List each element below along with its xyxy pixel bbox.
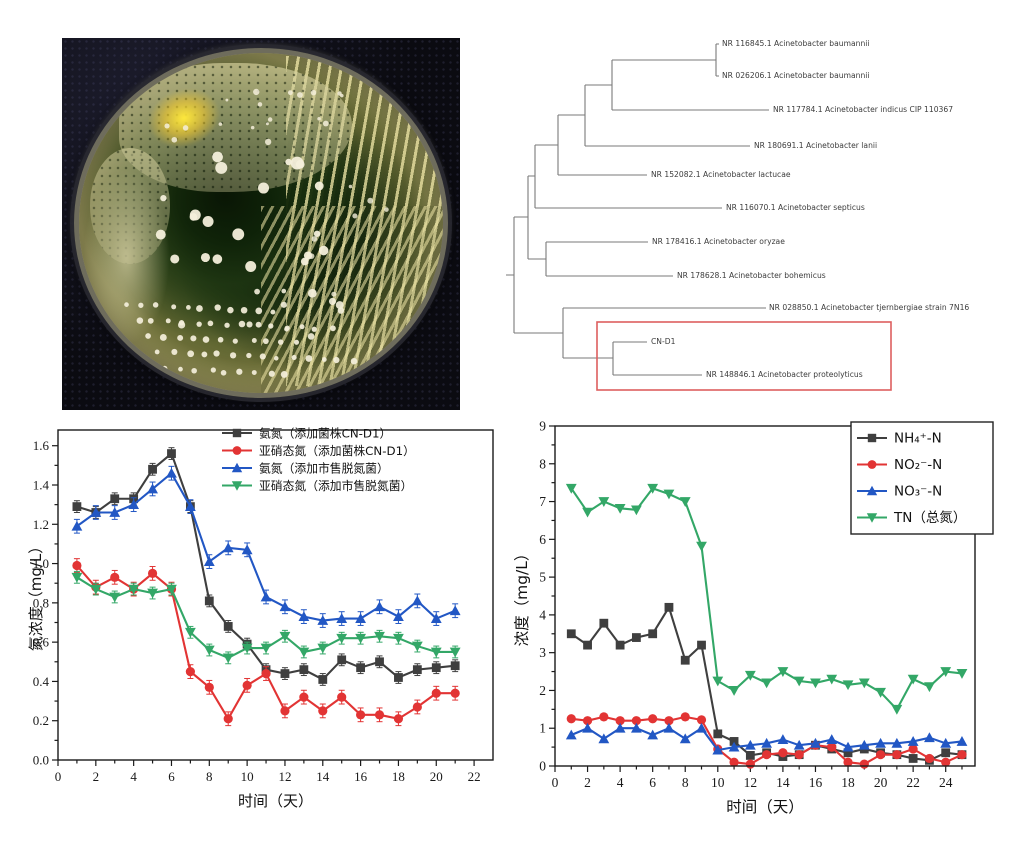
svg-text:10: 10 (241, 769, 254, 784)
svg-text:9: 9 (539, 419, 546, 434)
legend: 氨氮（添加菌株CN-D1） 亚硝态氮（添加菌株CN-D1） 氨氮（添加市售脱氮菌） 亚… (222, 427, 415, 493)
data-series (565, 722, 968, 755)
svg-text:1.0: 1.0 (33, 556, 49, 571)
svg-text:NO₂⁻-N: NO₂⁻-N (894, 457, 942, 473)
svg-text:14: 14 (316, 769, 330, 784)
svg-text:18: 18 (841, 775, 855, 790)
y-axis-label: 氮浓度（mg/L） (28, 539, 45, 652)
bacterial-colonies (124, 88, 389, 378)
tree-leaf-label: NR 178416.1 Acinetobacter oryzae (652, 237, 785, 246)
x-axis-label: 时间（天） (238, 792, 313, 810)
svg-text:12: 12 (744, 775, 758, 790)
svg-text:2: 2 (539, 683, 546, 698)
tree-leaf-label: NR 026206.1 Acinetobacter baumannii (722, 71, 870, 80)
nitrogen-chart-strains-comparison: 0 2 4 6 8 10 12 14 16 18 20 22 0.0 0.2 0.4 0.6 0.8 1.0 1.2… (27, 415, 498, 820)
svg-text:亚硝态氮（添加菌株CN-D1）: 亚硝态氮（添加菌株CN-D1） (259, 444, 415, 458)
legend: NH₄⁺-N NO₂⁻-N NO₃⁻-N TN（总氮） (850, 421, 994, 535)
pale-agar-patch (82, 168, 170, 346)
svg-text:24: 24 (939, 775, 953, 790)
svg-text:20: 20 (430, 769, 443, 784)
tick-labels: 0 2 4 6 8 10 12 14 16 18 20 22 0.0 0.2 0.4 0.6 0.8 1.0 1.2… (33, 438, 481, 784)
svg-text:TN（总氮）: TN（总氮） (893, 510, 966, 526)
svg-text:2: 2 (584, 775, 591, 790)
svg-text:0: 0 (539, 759, 546, 774)
svg-text:0.6: 0.6 (33, 635, 50, 650)
plot-frame (57, 429, 494, 761)
svg-text:4: 4 (130, 769, 137, 784)
highlight-box (596, 321, 892, 391)
tree-leaf-label: NR 117784.1 Acinetobacter indicus CIP 11… (773, 105, 953, 114)
nitrogen-species-chart: 0 2 4 6 8 10 12 14 16 18 20 22 24 0 1 2 3 4 5 6 7 8 9 时间（天） 浓度（m… (513, 408, 1013, 826)
chart-svg: 0 2 4 6 8 10 12 14 16 18 20 22 0.0 0.2 0.4 0.6 0.8 1.0 1.2… (27, 427, 494, 810)
svg-text:4: 4 (539, 607, 546, 622)
svg-text:0.8: 0.8 (33, 595, 49, 610)
tree-branches (506, 43, 769, 376)
svg-text:22: 22 (906, 775, 920, 790)
petri-dish-photo (62, 38, 460, 410)
svg-text:6: 6 (649, 775, 656, 790)
tree-leaf-label: NR 180691.1 Acinetobacter lanii (754, 141, 877, 150)
svg-text:8: 8 (206, 769, 213, 784)
svg-text:1.6: 1.6 (33, 438, 50, 453)
phylogenetic-tree-svg: NR 116845.1 Acinetobacter baumannii NR 0… (506, 39, 969, 391)
chart-svg: 0 2 4 6 8 10 12 14 16 18 20 22 240123456789时间（天）浓度（m… (513, 419, 994, 816)
svg-text:5: 5 (539, 570, 546, 585)
svg-text:7: 7 (539, 494, 546, 509)
svg-text:6: 6 (539, 532, 546, 547)
y-axis-label: 浓度（mg/L） (513, 546, 531, 647)
phylogenetic-tree: NR 116845.1 Acinetobacter baumannii NR 0… (480, 25, 1019, 410)
plot-frame (554, 425, 976, 767)
svg-text:6: 6 (168, 769, 175, 784)
tree-leaf-label: NR 152082.1 Acinetobacter lactucae (651, 170, 791, 179)
svg-text:0.0: 0.0 (33, 753, 49, 768)
svg-text:8: 8 (682, 775, 689, 790)
svg-text:1.2: 1.2 (33, 517, 49, 532)
svg-text:0.4: 0.4 (33, 674, 50, 689)
svg-text:16: 16 (354, 769, 368, 784)
svg-text:3: 3 (539, 645, 546, 660)
svg-text:0: 0 (55, 769, 62, 784)
tree-leaf-label: NR 116070.1 Acinetobacter septicus (726, 203, 865, 212)
svg-text:NO₃⁻-N: NO₃⁻-N (894, 484, 942, 500)
svg-text:2: 2 (93, 769, 100, 784)
svg-text:1.4: 1.4 (33, 478, 50, 493)
svg-text:1: 1 (539, 721, 546, 736)
svg-text:8: 8 (539, 456, 546, 471)
svg-text:0.2: 0.2 (33, 713, 49, 728)
svg-text:20: 20 (874, 775, 888, 790)
tree-leaf-label: CN-D1 (651, 337, 676, 346)
svg-text:0: 0 (552, 775, 559, 790)
svg-text:4: 4 (617, 775, 624, 790)
petri-dish (74, 48, 448, 398)
tree-leaf-label: NR 116845.1 Acinetobacter baumannii (722, 39, 870, 48)
svg-text:氨氮（添加市售脱氮菌）: 氨氮（添加市售脱氮菌） (259, 462, 389, 476)
svg-text:18: 18 (392, 769, 405, 784)
svg-text:14: 14 (776, 775, 790, 790)
x-axis-label: 时间（天） (726, 798, 804, 816)
data-series (566, 712, 967, 769)
data-series (71, 465, 461, 628)
tree-leaf-label: NR 178628.1 Acinetobacter bohemicus (677, 271, 826, 280)
svg-text:亚硝态氮（添加市售脱氮菌）: 亚硝态氮（添加市售脱氮菌） (259, 479, 412, 493)
svg-text:22: 22 (468, 769, 481, 784)
svg-text:NH₄⁺-N: NH₄⁺-N (894, 431, 942, 447)
svg-text:12: 12 (278, 769, 291, 784)
data-series (71, 570, 461, 665)
tree-leaf-label: NR 148846.1 Acinetobacter proteolyticus (706, 370, 863, 379)
svg-text:10: 10 (711, 775, 725, 790)
data-series (565, 483, 968, 715)
tree-leaf-label: NR 028850.1 Acinetobacter tjernbergiae s… (769, 303, 969, 312)
svg-text:16: 16 (809, 775, 823, 790)
svg-text:氨氮（添加菌株CN-D1）: 氨氮（添加菌株CN-D1） (259, 427, 391, 441)
